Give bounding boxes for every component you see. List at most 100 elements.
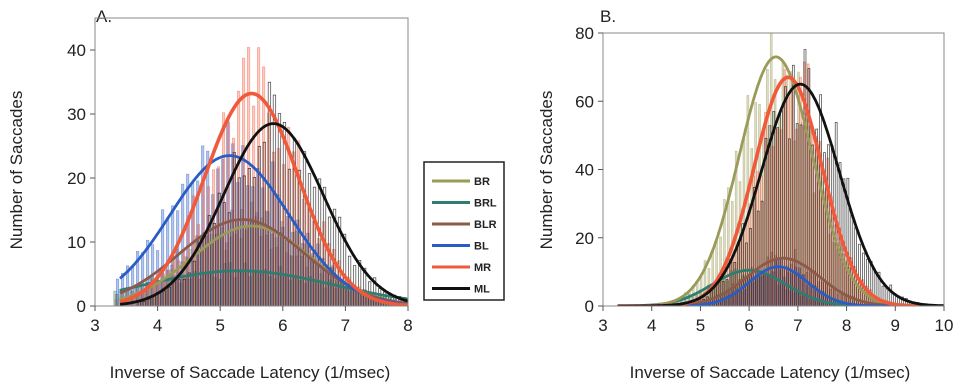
histogram-bar-bl: [115, 278, 120, 306]
legend-label-blr: BLR: [474, 219, 497, 231]
histogram-bar-bl: [301, 243, 305, 306]
histogram-bar-ml: [192, 260, 196, 306]
panel-a-label: A.: [96, 7, 112, 26]
histogram-bar-bl: [146, 239, 150, 306]
histogram-bar-ml: [217, 192, 221, 306]
histogram-bar-bl: [286, 215, 290, 306]
y-tick-label: 30: [67, 105, 86, 124]
fit-curve-ml: [119, 122, 408, 306]
histogram-bar-ml: [237, 177, 241, 306]
legend-label-brl: BRL: [474, 198, 497, 210]
x-tick-label: 6: [744, 316, 753, 335]
histogram-bar-ml: [901, 296, 904, 306]
histogram-bar-mr: [211, 169, 216, 306]
histogram-bar-mr: [232, 137, 236, 306]
fit-curve-ml: [617, 82, 944, 306]
x-tick-label: 3: [598, 316, 607, 335]
histogram-bar-ml: [247, 168, 252, 306]
x-tick-label: 10: [935, 316, 954, 335]
histogram-bar-ml: [858, 243, 861, 306]
histogram-bar-bl: [231, 143, 235, 306]
histogram-bar-ml: [227, 212, 231, 306]
histogram-bar-mr: [242, 57, 246, 306]
histogram-bar-ml: [147, 298, 151, 306]
histogram-bar-ml: [811, 144, 815, 306]
x-tick-label: 7: [793, 316, 802, 335]
histogram-bar-ml: [342, 233, 347, 306]
histogram-bar-brl: [706, 284, 710, 306]
panel-a: A. 3 4 5 6 7 8 0 10 20 30 40 Inverse of Saccade La…: [7, 7, 413, 382]
histogram-bar-br: [727, 187, 730, 306]
histogram-bar-mr: [317, 238, 321, 306]
histogram-bar-blr: [140, 287, 144, 306]
histogram-bar-ml: [764, 138, 768, 306]
fit-curves: [119, 91, 408, 306]
y-tick-label: 10: [67, 233, 86, 252]
legend-box: [423, 161, 505, 301]
histogram-bar-ml: [799, 124, 803, 306]
histogram-bar-ml: [408, 300, 411, 306]
histogram-bar-br: [703, 260, 707, 306]
histogram-bar-ml: [889, 284, 893, 306]
histogram-bar-ml: [212, 222, 216, 306]
histogram-bar-bl: [201, 145, 205, 306]
histogram-bar-mr: [176, 260, 181, 306]
y-tick-label: 80: [575, 24, 594, 43]
histogram-bar-ml: [282, 122, 287, 306]
legend-label-bl: BL: [474, 241, 489, 253]
histogram-bar-bl: [306, 232, 310, 306]
histogram-bar-ml: [768, 125, 772, 306]
histogram-bar-mr: [201, 183, 206, 306]
histogram-bar-ml: [162, 290, 166, 306]
histogram-bar-ml: [287, 168, 292, 306]
histogram-bar-mr: [267, 112, 271, 306]
panel-a-plot-area: 3 4 5 6 7 8 0 10 20 30 40: [67, 17, 413, 335]
histogram-bar-ml: [272, 94, 277, 306]
histogram-bar-ml: [302, 151, 307, 306]
histogram-bar-ml: [267, 81, 272, 306]
histogram-bar-mr: [277, 148, 281, 306]
y-tick-label: 40: [67, 41, 86, 60]
panel-b: B. 3 4 5 6 7 8 9 10 0 20 40 60 80 Inverse of Saccade…: [537, 7, 953, 382]
histogram-bar-mr: [196, 224, 201, 306]
histogram-bar-ml: [815, 128, 819, 306]
panel-a-x-axis-title: Inverse of Saccade Latency (1/msec): [110, 363, 391, 382]
x-tick-label: 4: [153, 316, 162, 335]
histogram-bar-ml: [277, 113, 282, 306]
y-tick-label: 20: [67, 169, 86, 188]
histogram-bar-ml: [788, 138, 791, 306]
legend-label-br: BR: [474, 176, 490, 188]
y-tick-label: 40: [575, 161, 594, 180]
histogram-bar-bl: [251, 186, 255, 306]
y-tick-label: 60: [575, 92, 594, 111]
x-tick-label: 4: [647, 316, 656, 335]
histogram-bar-br: [723, 199, 726, 306]
axes-frame: [94, 17, 409, 307]
histogram-bar-mr: [252, 105, 256, 306]
x-tick-label: 8: [842, 316, 851, 335]
histogram-bar-bl: [236, 182, 240, 306]
y-tick-label: 0: [585, 297, 594, 316]
histogram-bar-bl: [296, 219, 300, 306]
histogram-bar-mr: [226, 122, 231, 306]
histogram-bar-ml: [187, 272, 191, 306]
x-tick-label: 8: [403, 316, 412, 335]
y-tick-label: 0: [77, 297, 86, 316]
histogram-bar-ml: [749, 228, 752, 306]
x-tick-label: 7: [341, 316, 350, 335]
histogram-bar-ml: [846, 177, 850, 306]
histogram-bar-mr: [362, 289, 366, 306]
histogram-bar-ml: [881, 285, 885, 306]
histogram-bar-mr: [237, 90, 241, 306]
histogram-bar-bl: [316, 243, 320, 306]
histogram-bar-ml: [741, 223, 744, 306]
histogram-bar-ml: [297, 169, 302, 306]
histogram-bar-ml: [317, 178, 322, 306]
histogram-bar-ml: [337, 216, 342, 306]
histogram-bar-bl: [176, 210, 180, 306]
histogram-bar-ml: [866, 258, 869, 306]
histogram-bar-ml: [827, 144, 830, 306]
histogram-bar-ml: [803, 49, 807, 306]
x-tick-label: 9: [891, 316, 900, 335]
histogram-bar-ml: [252, 177, 257, 306]
